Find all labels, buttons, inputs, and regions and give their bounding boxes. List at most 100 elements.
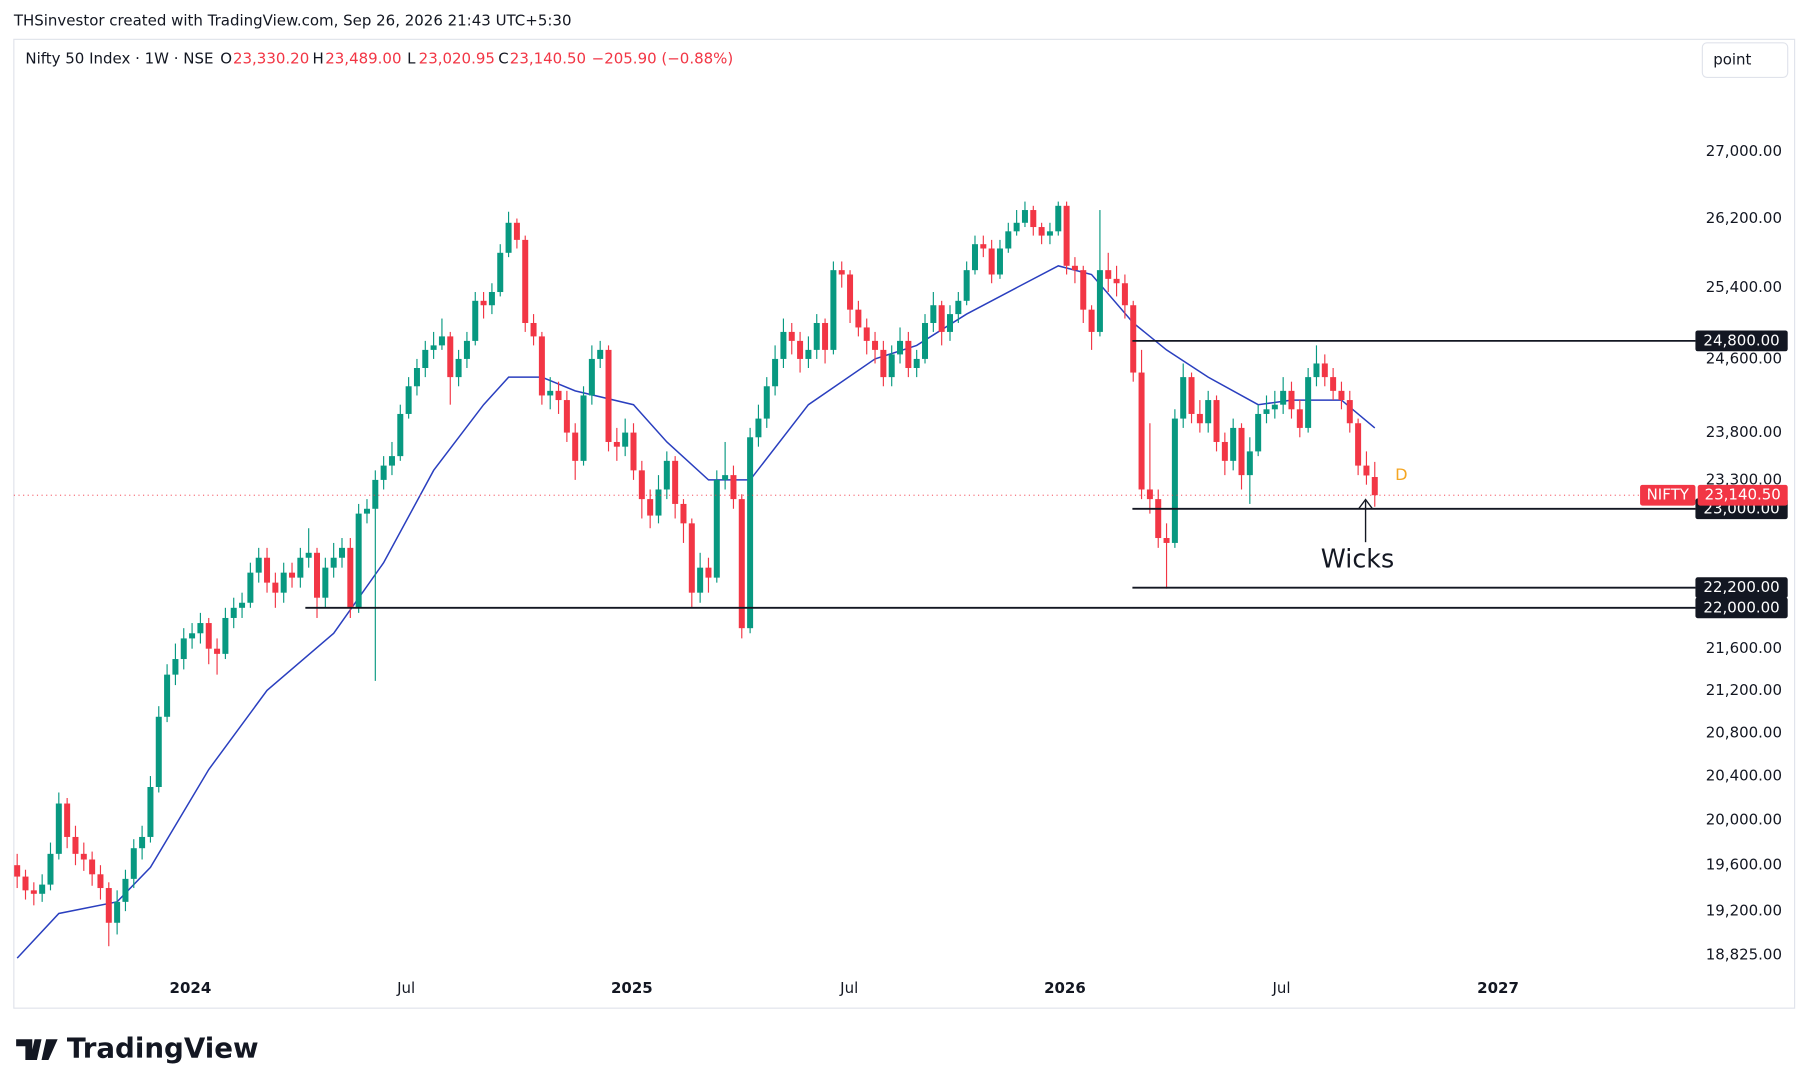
candle-body (488, 292, 495, 306)
candle-body (888, 354, 895, 378)
candle-body (1305, 377, 1312, 428)
candle-body (347, 547, 354, 608)
event-marker: D (1395, 465, 1407, 484)
candle-body (172, 659, 179, 675)
last-price-name: NIFTY (1647, 486, 1690, 504)
candle-body (114, 901, 121, 923)
candle-body (1105, 270, 1112, 279)
candle-body (97, 874, 104, 889)
candle-body (1180, 377, 1187, 419)
candle-body (738, 499, 745, 629)
candle-body (1080, 270, 1087, 310)
candle-body (305, 552, 312, 558)
candle-body (672, 460, 679, 504)
x-tick-label: 2024 (170, 979, 212, 997)
candle-body (1155, 499, 1162, 539)
level-badge (1695, 597, 1788, 619)
y-tick-label: 19,600.00 (1706, 856, 1782, 874)
candle-body (1130, 305, 1137, 373)
level-label: 24,800.00 (1703, 331, 1779, 349)
candle-body (855, 309, 862, 328)
y-tick-label: 21,200.00 (1706, 681, 1782, 699)
candle-body (955, 300, 962, 315)
candle-body (314, 552, 321, 598)
ohlc-letter: L (407, 49, 416, 67)
candle-body (39, 884, 46, 894)
candle-body (588, 358, 595, 396)
candle-body (913, 358, 920, 369)
candle-body (822, 322, 829, 350)
candle-body (205, 623, 212, 649)
point-button-label[interactable]: point (1713, 51, 1751, 69)
candle-body (255, 557, 262, 573)
candle-body (930, 305, 937, 323)
candle-body (422, 349, 429, 369)
y-tick-label: 19,200.00 (1706, 902, 1782, 920)
candle-body (947, 314, 953, 332)
candle-body (80, 853, 87, 860)
y-tick-label: 20,000.00 (1706, 811, 1782, 829)
candle-body (563, 400, 570, 433)
candle-body (289, 572, 296, 578)
candle-body (430, 345, 437, 350)
x-tick-label: Jul (839, 979, 858, 997)
candle-body (905, 340, 912, 369)
candle-body (963, 270, 970, 301)
candle-body (1096, 270, 1103, 332)
candle-body (630, 432, 637, 471)
candle-body (622, 432, 629, 447)
candle-body (372, 479, 379, 509)
candle-body (1121, 283, 1128, 306)
candle-body (1071, 265, 1078, 271)
candle-body (55, 803, 62, 854)
candle-body (1046, 231, 1053, 236)
moving-average (16, 265, 1376, 959)
candle-body (230, 607, 237, 618)
candle-body (638, 470, 645, 500)
brand-logo (16, 1039, 58, 1061)
candle-body (338, 547, 345, 558)
candle-body (1363, 465, 1370, 476)
candle-body (1163, 538, 1170, 543)
ohlc-value: 23,020.95 (419, 49, 495, 67)
candle-body (830, 270, 837, 350)
candle-body (1138, 372, 1145, 490)
candle-body (330, 557, 337, 568)
candle-body (780, 331, 787, 359)
y-tick-label: 25,400.00 (1706, 278, 1782, 296)
candle-body (1330, 377, 1337, 391)
candle-body (838, 270, 845, 275)
ohlc-letter: C (498, 49, 508, 67)
candle-body (22, 876, 29, 891)
y-tick-label: 20,800.00 (1706, 723, 1782, 741)
candle-body (605, 349, 612, 442)
y-tick-label: 18,825.00 (1706, 946, 1782, 964)
change: −205.90 (−0.88%) (592, 49, 734, 67)
y-tick-label: 24,600.00 (1706, 349, 1782, 367)
candle-body (363, 508, 370, 514)
candle-body (1271, 404, 1278, 410)
candle-body (663, 460, 670, 490)
candle-body (247, 572, 254, 603)
x-tick-label: 2026 (1044, 979, 1086, 997)
candle-body (813, 322, 820, 350)
candle-body (463, 340, 470, 359)
candle-body (1296, 409, 1303, 428)
ohlc-value: 23,489.00 (325, 49, 401, 67)
candle-body (1013, 222, 1020, 232)
candle-body (1355, 423, 1362, 466)
candle-body (1088, 309, 1095, 332)
candle-body (847, 274, 854, 310)
y-tick-label: 20,400.00 (1706, 767, 1782, 785)
candle-body (680, 503, 687, 524)
y-tick-label: 21,600.00 (1706, 639, 1782, 657)
candle-body (513, 222, 520, 240)
candle-body (763, 386, 770, 419)
candle-body (222, 617, 229, 654)
y-tick-label: 23,300.00 (1706, 470, 1782, 488)
candle-body (788, 331, 795, 341)
candle-body (147, 787, 154, 837)
point-button[interactable] (1701, 42, 1789, 78)
candle-body (122, 878, 129, 902)
